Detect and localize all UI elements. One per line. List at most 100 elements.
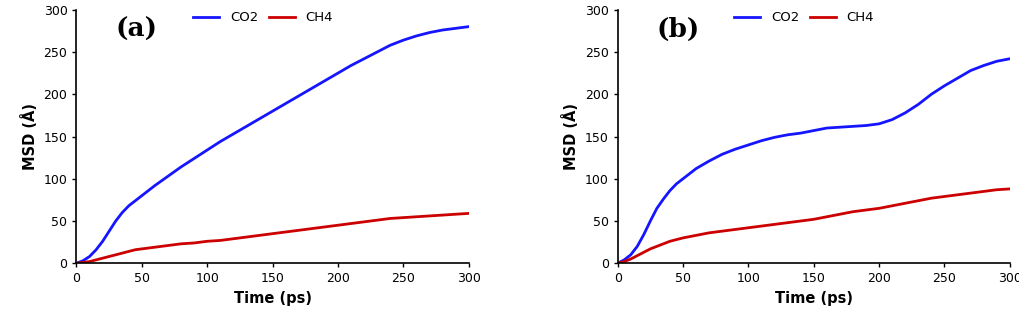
CO2 (989, 59, 1002, 63)
CO2 (669, 182, 682, 186)
CH4 (689, 233, 701, 237)
CO2 (240, 124, 253, 128)
CH4 (423, 214, 435, 218)
X-axis label: Time (ps): Time (ps) (233, 291, 311, 306)
CH4 (97, 256, 109, 260)
CH4 (898, 201, 910, 205)
CH4 (1003, 187, 1015, 191)
CO2 (631, 244, 643, 248)
CH4 (449, 212, 462, 216)
CO2 (886, 118, 898, 122)
CO2 (109, 219, 121, 223)
CO2 (702, 159, 714, 163)
CO2 (266, 109, 278, 113)
CH4 (669, 238, 682, 241)
CO2 (306, 86, 318, 90)
CH4 (279, 230, 291, 234)
Line: CO2: CO2 (76, 27, 468, 263)
CO2 (820, 126, 833, 130)
CO2 (292, 94, 305, 98)
CH4 (396, 216, 409, 220)
CO2 (70, 261, 83, 265)
CH4 (637, 250, 649, 254)
CH4 (924, 196, 936, 200)
CH4 (976, 189, 988, 193)
CH4 (129, 248, 142, 252)
CH4 (266, 232, 278, 236)
CH4 (384, 216, 396, 220)
CH4 (149, 245, 161, 249)
CO2 (729, 147, 741, 151)
CO2 (384, 43, 396, 47)
CH4 (175, 242, 187, 246)
CH4 (109, 253, 121, 257)
CH4 (729, 227, 741, 231)
CO2 (898, 111, 910, 115)
CO2 (833, 125, 845, 129)
CO2 (663, 188, 676, 192)
CO2 (846, 124, 858, 128)
CH4 (90, 258, 102, 262)
CO2 (618, 258, 630, 262)
CH4 (292, 228, 305, 232)
CH4 (663, 239, 676, 243)
CO2 (136, 194, 148, 198)
CH4 (76, 260, 89, 264)
CH4 (70, 261, 83, 265)
CO2 (689, 167, 701, 171)
CH4 (650, 244, 662, 248)
Text: (b): (b) (656, 17, 699, 42)
CH4 (624, 257, 636, 261)
CH4 (162, 243, 174, 247)
CH4 (755, 224, 767, 228)
CH4 (618, 260, 630, 264)
CO2 (201, 148, 213, 152)
CH4 (84, 260, 96, 264)
CO2 (129, 199, 142, 203)
CO2 (611, 261, 624, 265)
CO2 (964, 69, 976, 72)
CH4 (240, 235, 253, 239)
CH4 (781, 221, 793, 225)
CO2 (344, 64, 357, 68)
CH4 (820, 215, 833, 219)
CH4 (807, 217, 819, 221)
CO2 (937, 84, 950, 88)
CO2 (253, 117, 265, 121)
CH4 (964, 191, 976, 195)
CO2 (76, 259, 89, 263)
CH4 (116, 251, 128, 255)
CH4 (436, 213, 448, 217)
CO2 (279, 102, 291, 106)
CH4 (318, 225, 330, 229)
CH4 (631, 254, 643, 258)
CH4 (886, 204, 898, 208)
CH4 (911, 199, 923, 203)
CO2 (97, 239, 109, 243)
CO2 (187, 157, 200, 161)
Text: (a): (a) (115, 17, 158, 42)
CO2 (175, 165, 187, 169)
Line: CO2: CO2 (618, 59, 1009, 263)
CH4 (253, 233, 265, 237)
CH4 (794, 219, 806, 223)
CO2 (951, 76, 963, 80)
CO2 (1003, 57, 1015, 61)
CO2 (331, 71, 343, 75)
CH4 (937, 195, 950, 199)
Legend: CO2, CH4: CO2, CH4 (193, 11, 333, 24)
CO2 (449, 26, 462, 30)
CH4 (767, 222, 780, 226)
CO2 (924, 92, 936, 96)
CO2 (976, 64, 988, 68)
CH4 (677, 236, 689, 240)
CO2 (781, 133, 793, 137)
CO2 (911, 102, 923, 106)
CH4 (833, 212, 845, 216)
CO2 (371, 50, 383, 54)
Y-axis label: MSD (Å): MSD (Å) (561, 103, 579, 170)
CH4 (410, 215, 422, 219)
CO2 (715, 152, 728, 156)
CO2 (677, 177, 689, 181)
CH4 (306, 227, 318, 230)
